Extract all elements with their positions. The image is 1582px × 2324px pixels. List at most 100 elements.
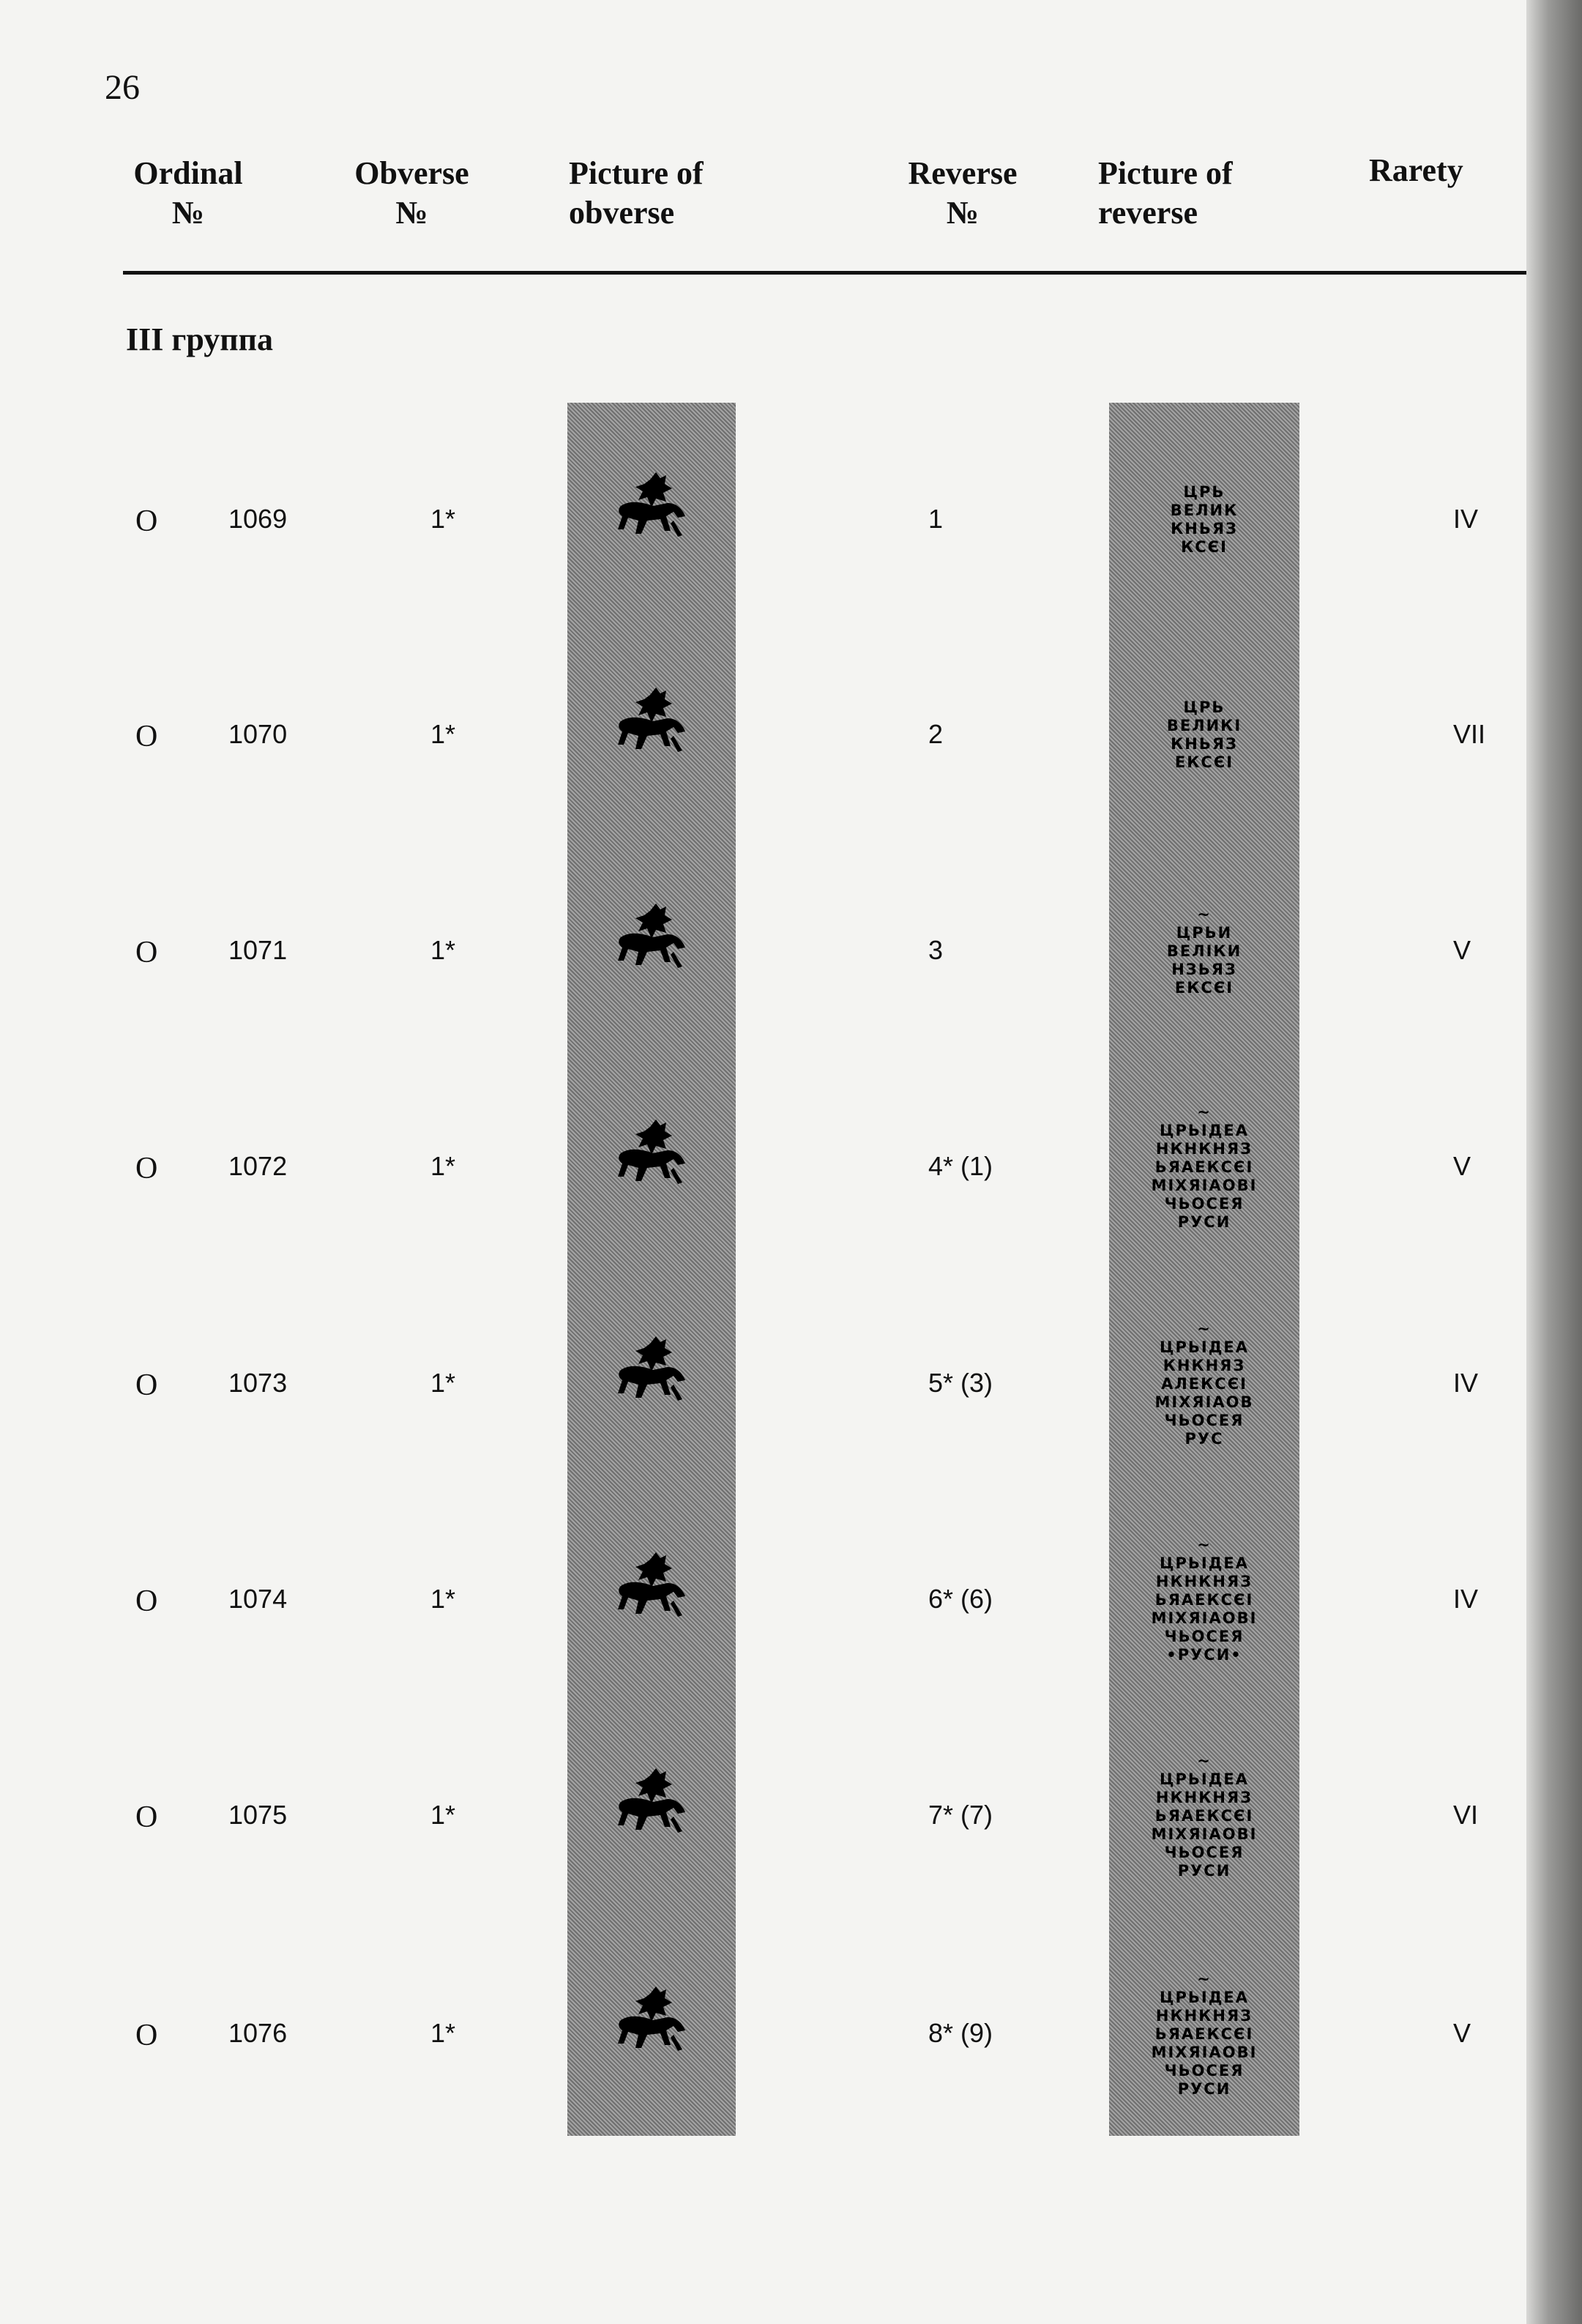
row-ordinal: 1075 — [228, 1800, 288, 1830]
row-reverse-number: 5* (3) — [928, 1368, 993, 1398]
group-title: III группа — [126, 321, 273, 357]
reverse-legend-line: ЬЯАЕКСЄІ — [1154, 1590, 1254, 1609]
obverse-horseman-image — [609, 1985, 697, 2066]
reverse-legend-image: ~ ЦРЬІДЕА НКНКНЯЗ ЬЯАЕКСЄІ МІХЯІАОВІ ЧЬОСЕЯ РУ… — [1113, 1970, 1296, 2098]
header-rule — [123, 271, 1526, 275]
table-row: O 1076 1* 8* (9) V — [0, 2018, 1582, 2062]
header-ordinal-line2: № — [171, 195, 205, 231]
table-row: O 1074 1* 6* (6) IV — [0, 1584, 1582, 1628]
reverse-legend-line: ВЕЛИК — [1170, 502, 1239, 519]
reverse-legend-line: РУСИ — [1177, 1861, 1231, 1880]
obverse-horseman-image — [609, 1335, 697, 1415]
obverse-horseman-image — [609, 471, 697, 551]
reverse-legend-line: МІХЯІАОВ — [1154, 1393, 1254, 1411]
header-rarity-line1: Rarety — [1369, 152, 1463, 188]
row-rarity: IV — [1453, 504, 1479, 534]
reverse-image-strip — [1109, 403, 1299, 2136]
row-type: O — [135, 936, 158, 969]
row-ordinal: 1069 — [228, 504, 288, 534]
header-ordinal: Ordinal № — [126, 154, 250, 233]
reverse-legend-line: ЬЯАЕКСЄІ — [1154, 1806, 1254, 1825]
reverse-legend-line: НКНКНЯЗ — [1155, 2006, 1253, 2025]
row-type: O — [135, 504, 158, 538]
header-picture-obverse-line2: obverse — [569, 195, 675, 231]
reverse-legend-line: ЦРЬИ — [1176, 923, 1233, 942]
reverse-legend-image: ~ ЦРЬИ ВЕЛІКИ НЗЬЯЗ ЕКСЄІ — [1113, 906, 1296, 997]
row-ordinal: 1076 — [228, 2018, 288, 2048]
row-obverse-number: 1* — [430, 1368, 456, 1398]
header-reverse-line1: Reverse — [908, 155, 1018, 191]
reverse-legend-line: ЬЯАЕКСЄІ — [1154, 1158, 1254, 1176]
reverse-legend-line: КНЬЯЗ — [1171, 735, 1238, 753]
reverse-legend-line: ЦРЬІДЕА — [1160, 1770, 1249, 1788]
obverse-image-strip — [567, 403, 736, 2136]
reverse-legend-line: ~ — [1197, 1319, 1212, 1338]
reverse-legend-line: ~ — [1197, 1103, 1212, 1121]
header-picture-reverse-line2: reverse — [1098, 195, 1198, 231]
row-reverse-number: 7* (7) — [928, 1800, 993, 1830]
row-reverse-number: 8* (9) — [928, 2018, 993, 2048]
obverse-horseman-image — [609, 1118, 697, 1199]
reverse-legend-line: ЦРЬІДЕА — [1160, 1338, 1249, 1356]
row-type: O — [135, 720, 158, 753]
header-picture-obverse: Picture of obverse — [569, 154, 704, 233]
row-type: O — [135, 2019, 158, 2052]
reverse-legend-line: ЬЯАЕКСЄІ — [1154, 2025, 1254, 2043]
row-obverse-number: 1* — [430, 504, 456, 534]
row-type: O — [135, 1152, 158, 1185]
obverse-horseman-image — [609, 1551, 697, 1631]
reverse-legend-line: ~ — [1197, 905, 1212, 923]
header-picture-obverse-line1: Picture of — [569, 155, 704, 191]
reverse-legend-image: ~ ЦРЬІДЕА НКНКНЯЗ ЬЯАЕКСЄІ МІХЯІАОВІ ЧЬОСЕЯ РУ… — [1113, 1103, 1296, 1232]
reverse-legend-line: КСЄІ — [1181, 538, 1228, 556]
reverse-legend-line: ЧЬОСЕЯ — [1164, 1194, 1245, 1213]
obverse-horseman-image — [609, 686, 697, 767]
reverse-legend-line: ЕКСЄІ — [1174, 978, 1234, 997]
row-ordinal: 1070 — [228, 719, 288, 749]
reverse-legend-line: НКНКНЯЗ — [1155, 1788, 1253, 1806]
reverse-legend-line: РУСИ — [1177, 1213, 1231, 1231]
reverse-legend-line: ЧЬОСЕЯ — [1164, 1411, 1245, 1429]
row-reverse-number: 2 — [928, 719, 944, 749]
reverse-legend-line: ЦРЬ — [1183, 483, 1225, 501]
header-picture-reverse-line1: Picture of — [1098, 155, 1233, 191]
reverse-legend-line: НКНКНЯЗ — [1155, 1139, 1253, 1158]
header-obverse-line1: Obverse — [354, 155, 469, 191]
row-rarity: IV — [1453, 1584, 1479, 1614]
obverse-horseman-image — [609, 1767, 697, 1847]
header-ordinal-line1: Ordinal — [133, 155, 243, 191]
reverse-legend-line: ЦРЬ — [1183, 699, 1225, 716]
reverse-legend-line: ЦРЬІДЕА — [1160, 1554, 1249, 1572]
reverse-legend-image: ~ ЦРЬІДЕА НКНКНЯЗ ЬЯАЕКСЄІ МІХЯІАОВІ ЧЬОСЕЯ РУ… — [1113, 1752, 1296, 1880]
reverse-legend-line: РУСИ — [1177, 2079, 1231, 2098]
table-row: O 1071 1* 3 V — [0, 935, 1582, 979]
reverse-legend-line: •РУСИ• — [1166, 1645, 1242, 1664]
row-type: O — [135, 1368, 158, 1402]
table-row: O 1072 1* 4* (1) V — [0, 1151, 1582, 1195]
reverse-legend-line: МІХЯІАОВІ — [1151, 1176, 1258, 1194]
header-rarity: Rarety — [1369, 151, 1463, 190]
header-reverse: Reverse № — [904, 154, 1021, 233]
reverse-legend-line: ЦРЬІДЕА — [1160, 1988, 1249, 2006]
reverse-legend-line: ЧЬОСЕЯ — [1164, 1843, 1245, 1861]
row-rarity: IV — [1453, 1368, 1479, 1398]
header-reverse-line2: № — [946, 195, 980, 231]
row-obverse-number: 1* — [430, 1151, 456, 1181]
reverse-legend-line: ~ — [1197, 1751, 1212, 1770]
table-row: O 1075 1* 7* (7) VI — [0, 1800, 1582, 1844]
reverse-legend-line: ~ — [1197, 1970, 1212, 1988]
reverse-legend-image: ~ ЦРЬІДЕА НКНКНЯЗ ЬЯАЕКСЄІ МІХЯІАОВІ ЧЬОСЕЯ •Р… — [1113, 1536, 1296, 1664]
row-reverse-number: 3 — [928, 935, 944, 965]
row-reverse-number: 4* (1) — [928, 1151, 993, 1181]
page-number: 26 — [105, 68, 140, 107]
reverse-legend-line: КНЬЯЗ — [1171, 520, 1238, 537]
row-obverse-number: 1* — [430, 1584, 456, 1614]
reverse-legend-line: ЕКСЄІ — [1174, 753, 1234, 771]
reverse-legend-line: МІХЯІАОВІ — [1151, 1609, 1258, 1627]
row-ordinal: 1073 — [228, 1368, 288, 1398]
row-ordinal: 1074 — [228, 1584, 288, 1614]
row-ordinal: 1072 — [228, 1151, 288, 1181]
reverse-legend-line: АЛЕКСЄІ — [1161, 1374, 1247, 1393]
row-rarity: VII — [1453, 719, 1486, 749]
row-rarity: V — [1453, 2018, 1471, 2048]
